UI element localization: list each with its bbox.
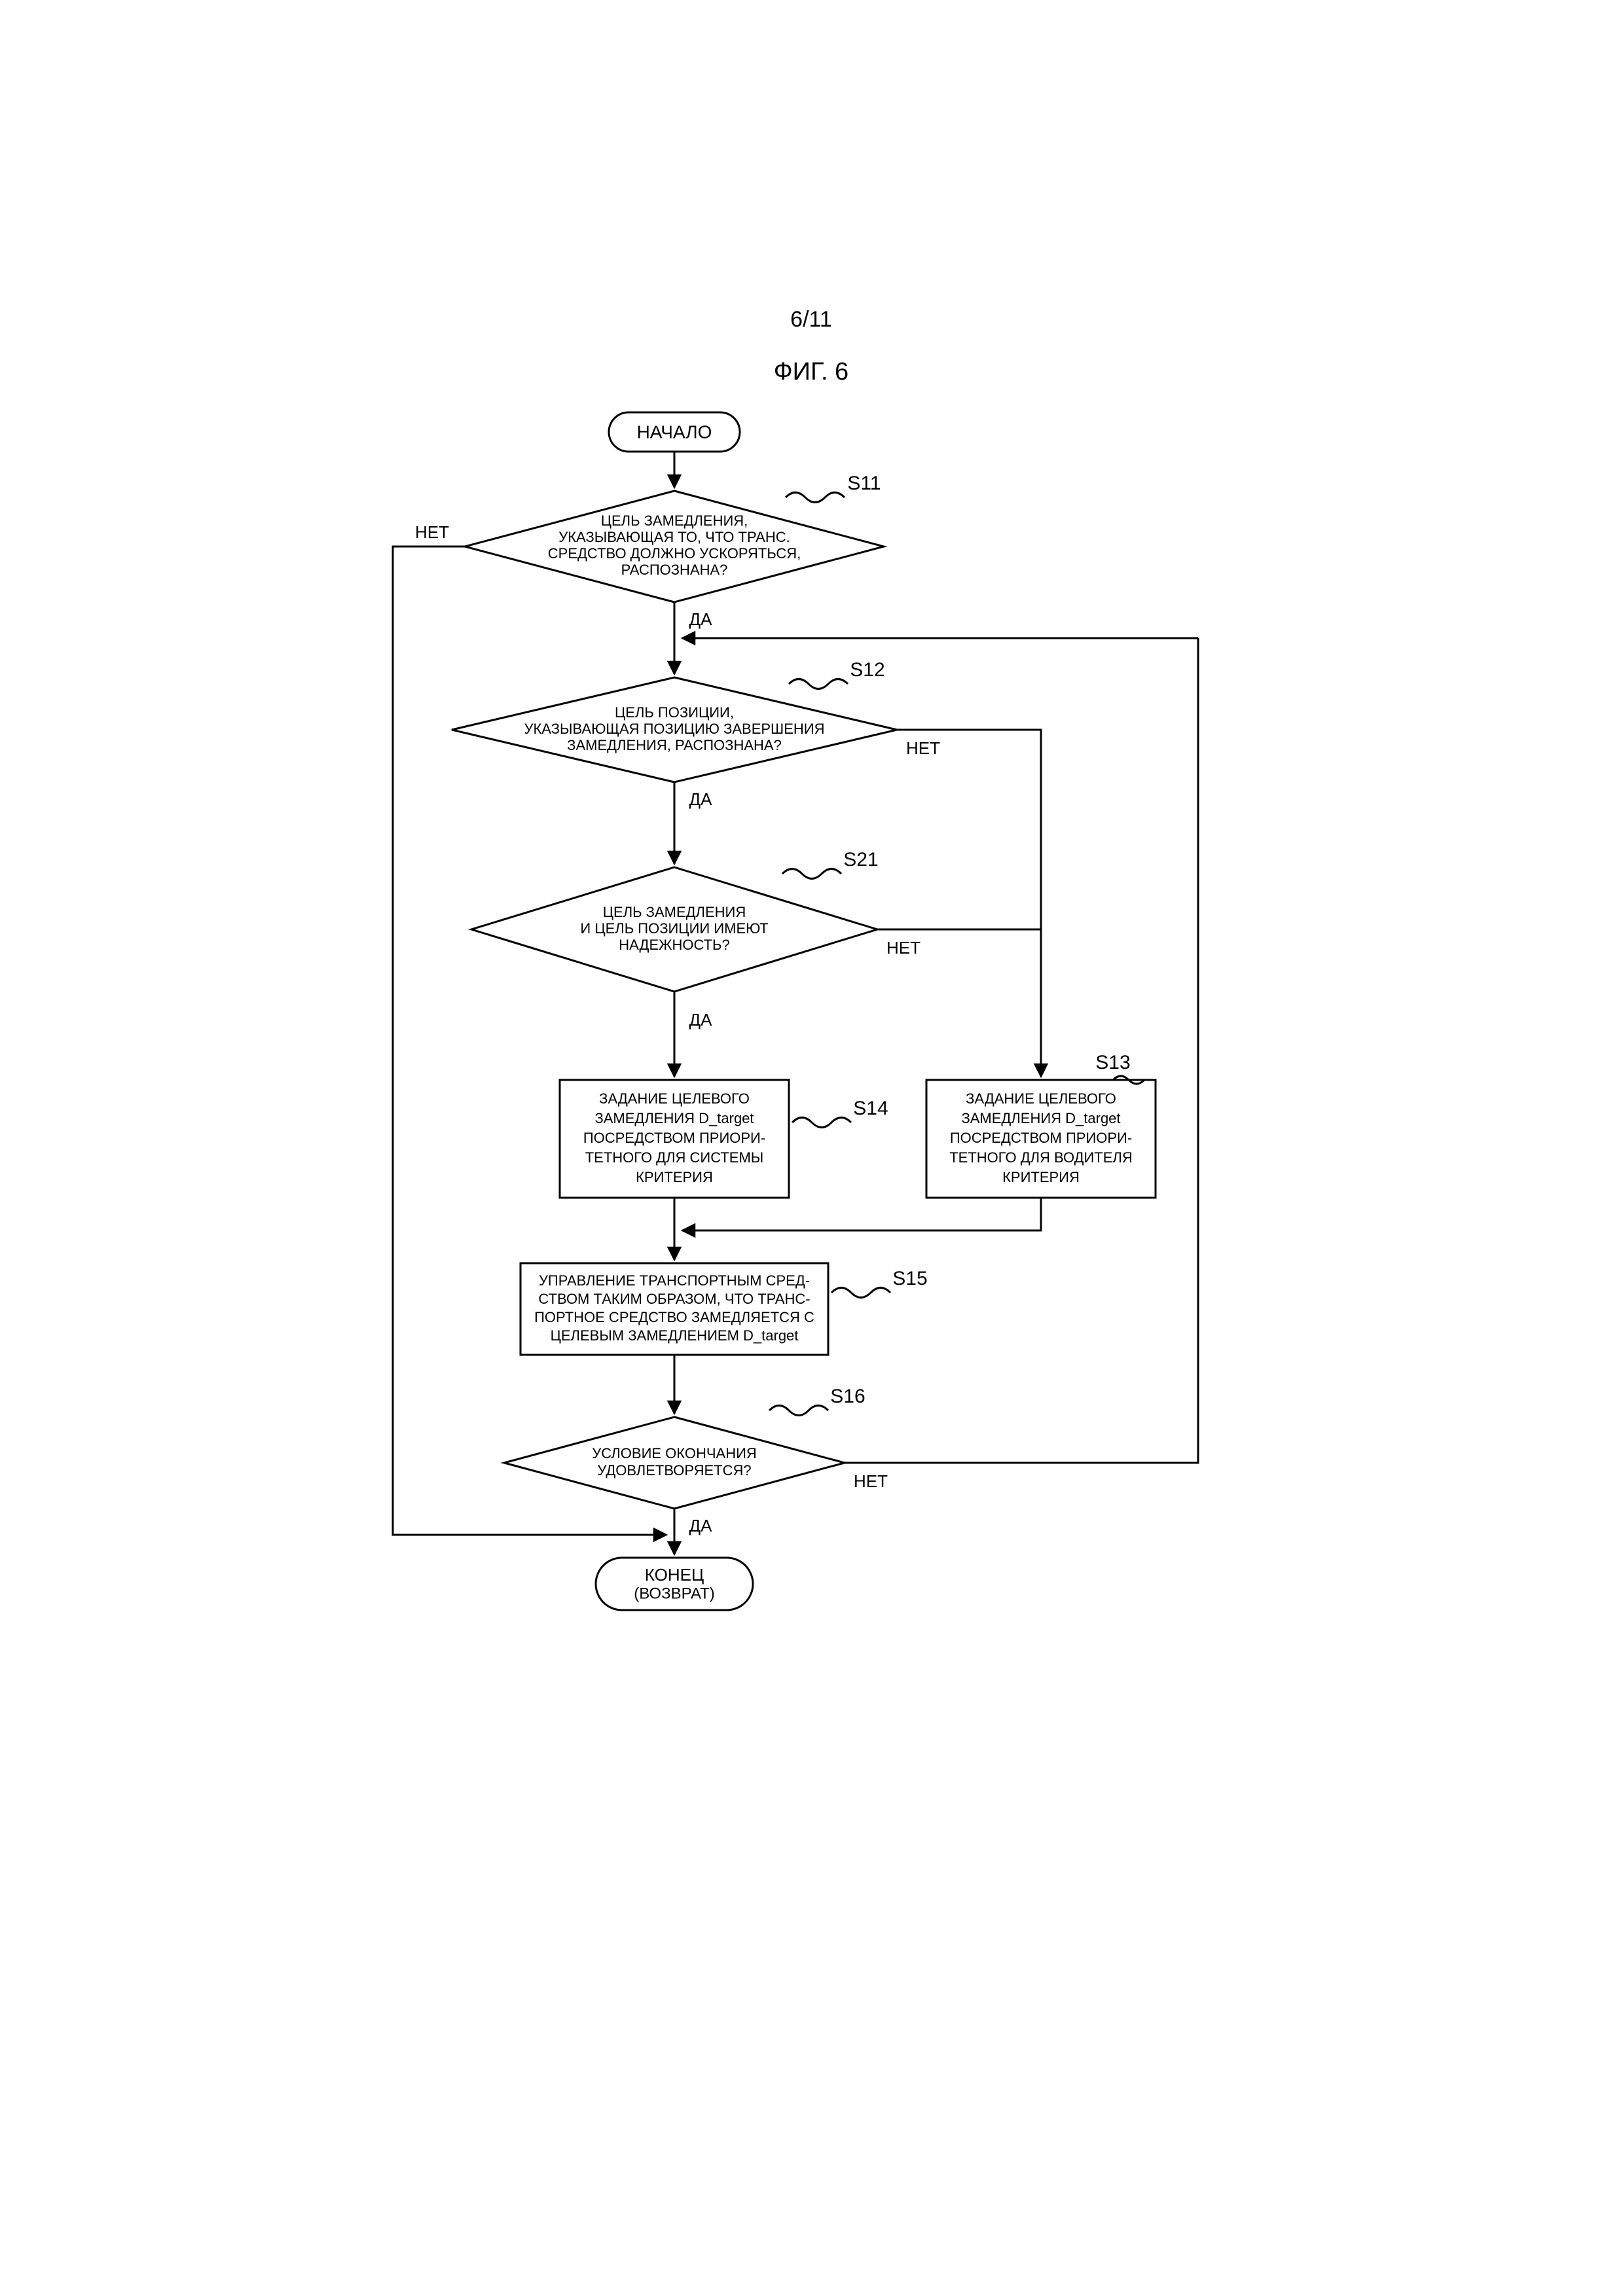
end-l1: КОНЕЦ: [645, 1565, 704, 1585]
s12-yes-label: ДА: [689, 789, 713, 809]
s16-label: S16: [830, 1386, 865, 1407]
s11-no-label: НЕТ: [415, 522, 449, 542]
s15-process: УПРАВЛЕНИЕ ТРАНСПОРТНЫМ СРЕД- СТВОМ ТАКИ…: [520, 1263, 828, 1355]
s11-l1: ЦЕЛЬ ЗАМЕДЛЕНИЯ,: [601, 512, 748, 529]
start-label: НАЧАЛО: [637, 422, 712, 442]
s14-l2: ЗАМЕДЛЕНИЯ D_target: [594, 1110, 754, 1126]
s21-yes-label: ДА: [689, 1010, 713, 1030]
edge-s12no-down: [897, 730, 1041, 929]
s12-no-label: НЕТ: [906, 738, 940, 758]
s11-l2: УКАЗЫВАЮЩАЯ ТО, ЧТО ТРАНС.: [558, 529, 790, 545]
s14-label: S14: [853, 1098, 888, 1119]
s21-no-label: НЕТ: [886, 938, 921, 958]
s15-squiggle: [831, 1288, 890, 1298]
s11-decision: ЦЕЛЬ ЗАМЕДЛЕНИЯ, УКАЗЫВАЮЩАЯ ТО, ЧТО ТРА…: [465, 491, 884, 602]
s12-label: S12: [850, 659, 884, 681]
s13-l1: ЗАДАНИЕ ЦЕЛЕВОГО: [966, 1090, 1116, 1107]
s16-decision: УСЛОВИЕ ОКОНЧАНИЯ УДОВЛЕТВОРЯЕТСЯ?: [504, 1417, 845, 1509]
s15-l3: ПОРТНОЕ СРЕДСТВО ЗАМЕДЛЯЕТСЯ С: [534, 1309, 814, 1325]
s14-l3: ПОСРЕДСТВОМ ПРИОРИ-: [583, 1130, 765, 1146]
s11-yes-label: ДА: [689, 609, 713, 629]
s12-l3: ЗАМЕДЛЕНИЯ, РАСПОЗНАНА?: [567, 737, 782, 753]
s16-l1: УСЛОВИЕ ОКОНЧАНИЯ: [592, 1445, 757, 1462]
s14-l1: ЗАДАНИЕ ЦЕЛЕВОГО: [599, 1090, 750, 1107]
s14-process: ЗАДАНИЕ ЦЕЛЕВОГО ЗАМЕДЛЕНИЯ D_target ПОС…: [560, 1080, 789, 1198]
s13-label: S13: [1095, 1052, 1130, 1073]
s13-l4: ТЕТНОГО ДЛЯ ВОДИТЕЛЯ: [949, 1149, 1133, 1166]
s12-squiggle: [789, 679, 848, 689]
s15-l2: СТВОМ ТАКИМ ОБРАЗОМ, ЧТО ТРАНС-: [538, 1291, 810, 1307]
figure-title: ФИГ. 6: [774, 358, 848, 386]
edge-s16no-loop: [845, 638, 1198, 1463]
s11-l4: РАСПОЗНАНА?: [621, 562, 728, 578]
page-number: 6/11: [790, 307, 832, 332]
s16-l2: УДОВЛЕТВОРЯЕТСЯ?: [597, 1462, 751, 1479]
start-node: НАЧАЛО: [609, 412, 740, 452]
s21-squiggle: [782, 869, 841, 879]
s12-decision: ЦЕЛЬ ПОЗИЦИИ, УКАЗЫВАЮЩАЯ ПОЗИЦИЮ ЗАВЕРШ…: [452, 677, 897, 782]
s15-l1: УПРАВЛЕНИЕ ТРАНСПОРТНЫМ СРЕД-: [539, 1272, 810, 1289]
s11-l3: СРЕДСТВО ДОЛЖНО УСКОРЯТЬСЯ,: [548, 545, 801, 562]
s15-label: S15: [892, 1268, 927, 1289]
chart-bounds: [367, 403, 1221, 1630]
flowchart-svg: 6/11 ФИГ. 6 НАЧАЛО ЦЕЛЬ ЗАМЕДЛЕНИЯ, УКАЗ…: [0, 0, 1623, 2296]
s21-decision: ЦЕЛЬ ЗАМЕДЛЕНИЯ И ЦЕЛЬ ПОЗИЦИИ ИМЕЮТ НАД…: [471, 867, 877, 992]
edge-s13-merge: [682, 1198, 1041, 1230]
end-l2: (ВОЗВРАТ): [634, 1585, 715, 1602]
s14-l4: ТЕТНОГО ДЛЯ СИСТЕМЫ: [585, 1149, 764, 1166]
s21-l1: ЦЕЛЬ ЗАМЕДЛЕНИЯ: [603, 904, 746, 920]
s12-l2: УКАЗЫВАЮЩАЯ ПОЗИЦИЮ ЗАВЕРШЕНИЯ: [524, 721, 825, 737]
s16-no-label: НЕТ: [854, 1471, 888, 1491]
s14-l5: КРИТЕРИЯ: [636, 1169, 713, 1185]
s21-l3: НАДЕЖНОСТЬ?: [619, 937, 729, 953]
s21-label: S21: [843, 849, 878, 870]
s11-squiggle: [786, 493, 845, 503]
s11-label: S11: [847, 473, 881, 494]
s13-l2: ЗАМЕДЛЕНИЯ D_target: [961, 1110, 1120, 1126]
s15-l4: ЦЕЛЕВЫМ ЗАМЕДЛЕНИЕМ D_target: [551, 1327, 799, 1344]
s12-l1: ЦЕЛЬ ПОЗИЦИИ,: [615, 704, 734, 721]
s14-squiggle: [792, 1118, 851, 1128]
s21-l2: И ЦЕЛЬ ПОЗИЦИИ ИМЕЮТ: [580, 920, 768, 937]
s13-l5: КРИТЕРИЯ: [1002, 1169, 1080, 1185]
s16-yes-label: ДА: [689, 1516, 713, 1535]
s16-squiggle: [769, 1406, 828, 1416]
page: 6/11 ФИГ. 6 НАЧАЛО ЦЕЛЬ ЗАМЕДЛЕНИЯ, УКАЗ…: [0, 0, 1623, 2296]
end-node: КОНЕЦ (ВОЗВРАТ): [596, 1558, 753, 1610]
s13-process: ЗАДАНИЕ ЦЕЛЕВОГО ЗАМЕДЛЕНИЯ D_target ПОС…: [926, 1080, 1156, 1198]
s13-l3: ПОСРЕДСТВОМ ПРИОРИ-: [950, 1130, 1132, 1146]
